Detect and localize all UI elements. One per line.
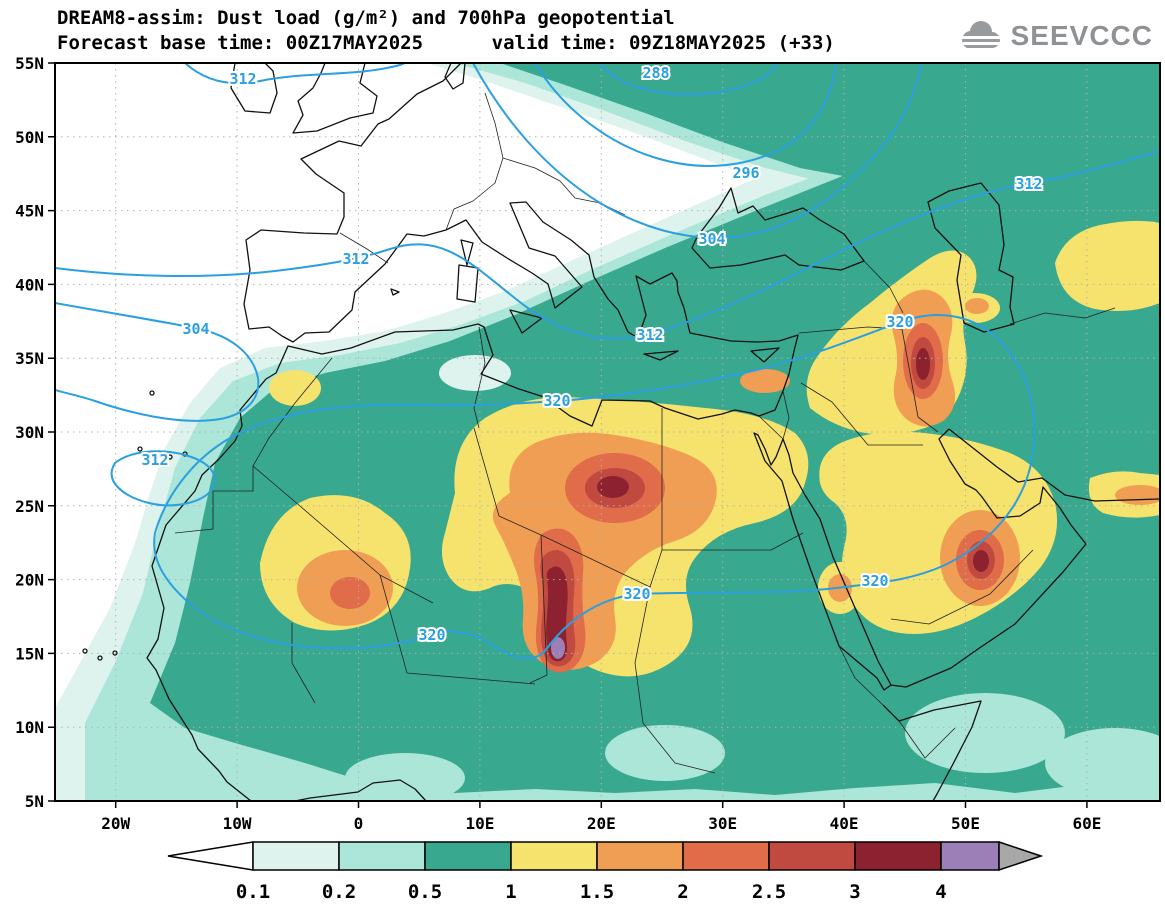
colorbar-labels: 0.1 0.2 0.5 1 1.5 2 2.5 3 4: [236, 881, 947, 903]
contour-label: 312: [636, 326, 663, 344]
x-tick-label: 40E: [830, 814, 859, 830]
dust-region-2: [330, 577, 370, 609]
x-tick-label: 50E: [951, 814, 980, 830]
y-tick-label: 5N: [25, 792, 44, 811]
y-tick-label: 45N: [15, 202, 44, 221]
y-tick-label: 15N: [15, 644, 44, 663]
contour-label: 304: [698, 230, 725, 248]
colorbar-label: 4: [935, 881, 946, 903]
chart-title: DREAM8-assim: Dust load (g/m²) and 700hP…: [57, 7, 675, 29]
colorbar-arrow-above: [998, 840, 1044, 872]
x-tick-label: 60E: [1072, 814, 1101, 830]
colorbar-label: 0.1: [236, 881, 270, 903]
x-tick-label: 10E: [465, 814, 494, 830]
contour-288: [599, 63, 778, 96]
colorbar-label: 0.5: [408, 881, 442, 903]
contour-312-canary: [110, 450, 216, 507]
logo-text: SEEVCCC: [1010, 20, 1153, 51]
y-tick-label: 20N: [15, 571, 44, 590]
colorbar-segment: [768, 841, 856, 871]
axis-ticks: [48, 62, 1088, 808]
dust-region-1.5: [965, 298, 989, 314]
contour-label: 288: [642, 64, 669, 82]
x-tick-label: 20E: [587, 814, 616, 830]
y-tick-label: 35N: [15, 349, 44, 368]
x-tick-label: 0: [354, 814, 364, 830]
colorbar-segment: [252, 841, 340, 871]
y-axis-labels: 55N 50N 45N 40N 35N 30N 25N 20N 15N 10N …: [15, 55, 44, 811]
map-plot: 312 288 296 304 312 304 312 312 320 320 …: [15, 55, 1161, 830]
y-tick-label: 40N: [15, 275, 44, 294]
colorbar-label: 1: [505, 881, 516, 903]
colorbar-segment: [682, 841, 770, 871]
colorbar-segment: [338, 841, 426, 871]
dust-region-3: [546, 566, 568, 662]
coast-islands: [390, 63, 780, 363]
map-content: 312 288 296 304 312 304 312 312 320 320 …: [55, 63, 1160, 801]
contour-label: 312: [141, 451, 168, 469]
colorbar-segment: [510, 841, 598, 871]
dust-region-1.5: [740, 369, 790, 393]
contour-label: 312: [1015, 175, 1042, 193]
dust-low-patch: [605, 725, 725, 781]
colorbar-label: 0.2: [322, 881, 356, 903]
dust-region-1: [269, 370, 321, 406]
y-tick-label: 30N: [15, 423, 44, 442]
dust-low-patch: [345, 753, 465, 801]
dust-region-3: [916, 348, 930, 380]
contour-label: 312: [229, 70, 256, 88]
x-tick-label: 10W: [223, 814, 252, 830]
contour-label: 320: [861, 572, 888, 590]
colorbar-arrow-below: [167, 841, 254, 871]
dust-low-patch: [439, 355, 511, 391]
colorbar-label: 2.5: [752, 881, 786, 903]
colorbar-segment: [854, 841, 942, 871]
contour-label: 304: [182, 320, 209, 338]
contour-312-main: [55, 150, 1160, 340]
coast-horn-of-africa: [882, 700, 982, 801]
colorbar-label: 3: [849, 881, 860, 903]
chart-subtitle: Forecast base time: 00Z17MAY2025 valid t…: [57, 32, 835, 54]
coast-caspian-sea: [927, 182, 1015, 333]
contour-296: [534, 63, 837, 167]
contour-label: 320: [886, 313, 913, 331]
colorbar-label: 2: [677, 881, 688, 903]
cloud-icon: [959, 21, 1002, 51]
coast-british-isles: [230, 63, 378, 134]
y-tick-label: 25N: [15, 497, 44, 516]
x-tick-label: 20W: [101, 814, 130, 830]
x-axis-labels: 20W 10W 0 10E 20E 30E 40E 50E 60E: [101, 814, 1101, 830]
contour-304-sw: [55, 302, 260, 422]
coast-mainland: [146, 63, 799, 801]
geopotential-contours: [55, 63, 1160, 660]
seevccc-logo: SEEVCCC: [957, 18, 1153, 54]
x-tick-label: 30E: [708, 814, 737, 830]
contour-labels: 312 288 296 304 312 304 312 312 320 320 …: [139, 63, 1044, 646]
contour-label: 320: [418, 626, 445, 644]
coast-red-sea: [753, 432, 892, 691]
dust-low-patch: [1045, 728, 1160, 798]
dust-low-patch: [905, 693, 1065, 773]
y-tick-label: 10N: [15, 718, 44, 737]
colorbar: 0.1 0.2 0.5 1 1.5 2 2.5 3 4: [167, 840, 1044, 903]
contour-312-nw: [184, 63, 406, 85]
contour-label: 312: [342, 250, 369, 268]
colorbar-segment: [596, 841, 684, 871]
colorbar-label: 1.5: [580, 881, 614, 903]
dust-region-3: [597, 476, 629, 498]
y-tick-label: 50N: [15, 128, 44, 147]
dust-region-1: [1055, 220, 1160, 311]
colorbar-segment: [424, 841, 512, 871]
contour-320-loop: [153, 314, 1036, 660]
colorbar-segment: [940, 841, 1000, 871]
contour-304: [472, 63, 922, 239]
y-tick-label: 55N: [15, 55, 44, 73]
coast-arabia-gulf: [890, 428, 1160, 688]
contour-label: 320: [543, 392, 570, 410]
dust-region-3: [973, 550, 989, 572]
contour-label: 296: [732, 164, 759, 182]
contour-label: 320: [623, 585, 650, 603]
dust-region-1.5: [1115, 485, 1160, 505]
